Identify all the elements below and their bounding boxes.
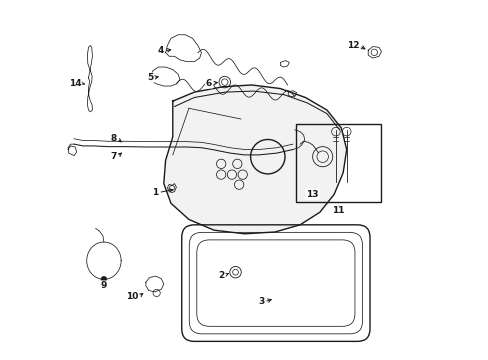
Text: 13: 13: [306, 190, 318, 199]
Bar: [296, 125, 380, 202]
Text: 8: 8: [111, 134, 117, 143]
Text: 11: 11: [331, 206, 344, 215]
Text: 3: 3: [258, 297, 264, 306]
Text: 7: 7: [111, 152, 117, 161]
Text: 2: 2: [218, 270, 224, 279]
Circle shape: [101, 276, 106, 282]
Text: 12: 12: [346, 41, 359, 50]
Text: 10: 10: [126, 292, 139, 301]
Text: 9: 9: [101, 281, 107, 290]
Polygon shape: [163, 85, 346, 234]
Text: 4: 4: [157, 46, 163, 55]
Text: 6: 6: [205, 79, 212, 88]
Text: 1: 1: [152, 188, 158, 197]
Text: 14: 14: [69, 79, 81, 88]
Text: 5: 5: [146, 73, 153, 82]
